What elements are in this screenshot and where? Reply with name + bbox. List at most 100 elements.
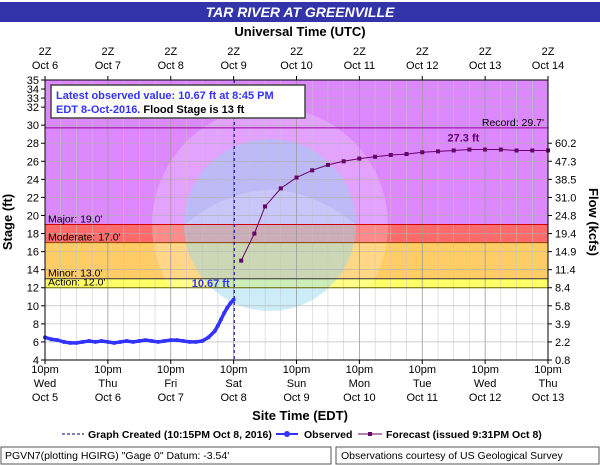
site-tick-day-2: Fri: [164, 378, 177, 390]
observed-point-22: [181, 339, 186, 344]
site-tick-time-5: 10pm: [346, 364, 374, 376]
site-tick-time-6: 10pm: [408, 364, 436, 376]
utc-tick-date-7: Oct 13: [469, 60, 501, 72]
observed-point-6: [80, 339, 85, 344]
flow-tick-label-5: 11.4: [555, 265, 576, 277]
legend-observed-marker: [284, 431, 290, 437]
utc-tick-date-5: Oct 11: [344, 60, 376, 72]
watermark-bird-shape: [184, 190, 356, 225]
site-tick-time-1: 10pm: [94, 364, 122, 376]
site-tick-date-0: Oct 5: [32, 392, 58, 404]
utc-tick-hours-4: 2Z: [290, 46, 303, 58]
observed-point-25: [200, 339, 205, 344]
threshold-label-major: Major: 19.0': [48, 214, 103, 226]
observed-latest-label: 10.67 ft: [192, 278, 230, 290]
y-axis-title-stage: Stage (ft): [0, 194, 15, 250]
observed-point-5: [74, 340, 79, 345]
flow-tick-label-4: 8.4: [555, 283, 570, 295]
site-tick-time-7: 10pm: [471, 364, 499, 376]
observed-point-24: [193, 339, 198, 344]
flow-tick-label-11: 47.3: [555, 156, 576, 168]
site-tick-date-7: Oct 12: [469, 392, 501, 404]
site-tick-day-0: Wed: [34, 378, 56, 390]
forecast-point-18: [514, 148, 519, 153]
forecast-point-19: [530, 148, 535, 153]
info-line-2: EDT 8-Oct-2016. Flood Stage is 13 ft: [56, 104, 245, 116]
forecast-point-4: [294, 175, 299, 180]
observed-point-10: [105, 339, 110, 344]
observed-point-18: [156, 339, 161, 344]
info-line-1: Latest observed value: 10.67 ft at 8:45 …: [56, 90, 274, 102]
flow-tick-label-0: 0.8: [555, 355, 570, 367]
forecast-point-7: [341, 159, 346, 164]
site-tick-time-3: 10pm: [220, 364, 248, 376]
stage-tick-label-3: 10: [27, 301, 39, 313]
site-tick-time-0: 10pm: [31, 364, 59, 376]
footer-datum: PGVN7(plotting HGIRG) "Gage 0" Datum: -3…: [5, 450, 229, 462]
footer-credit: Observations courtesy of US Geological S…: [341, 450, 564, 462]
stage-tick-label-12: 28: [27, 138, 39, 150]
forecast-point-14: [451, 148, 456, 153]
site-tick-day-3: Sat: [225, 378, 242, 390]
stage-tick-label-10: 24: [27, 174, 39, 186]
site-tick-day-7: Wed: [474, 378, 496, 390]
observed-point-3: [61, 339, 66, 344]
threshold-label-record: Record: 29.7': [482, 117, 544, 129]
y-axis-title-flow: Flow (kcfs): [586, 188, 600, 256]
utc-tick-hours-2: 2Z: [164, 46, 177, 58]
stage-tick-label-4: 12: [27, 283, 39, 295]
site-tick-date-3: Oct 8: [220, 392, 246, 404]
stage-tick-label-7: 18: [27, 229, 39, 241]
observed-point-13: [124, 339, 129, 344]
site-tick-date-2: Oct 7: [158, 392, 184, 404]
flow-tick-label-9: 31.0: [555, 192, 576, 204]
utc-tick-date-0: Oct 6: [32, 60, 58, 72]
forecast-point-10: [388, 152, 393, 157]
title-bar: [0, 2, 600, 22]
site-tick-date-5: Oct 10: [343, 392, 375, 404]
footer-left-box: [0, 446, 332, 465]
observed-point-7: [87, 339, 92, 344]
flow-tick-label-7: 19.4: [555, 229, 576, 241]
flow-tick-label-2: 3.9: [555, 319, 570, 331]
stage-tick-label-2: 8: [33, 319, 39, 331]
forecast-point-15: [467, 147, 472, 152]
flow-tick-label-12: 60.2: [555, 138, 576, 150]
forecast-point-0: [239, 258, 244, 263]
utc-tick-date-4: Oct 10: [280, 60, 312, 72]
legend-forecast-label: Forecast (issued 9:31PM Oct 8): [386, 429, 542, 441]
observed-point-12: [118, 339, 123, 344]
observed-point-2: [55, 338, 60, 343]
utc-tick-date-8: Oct 14: [532, 60, 564, 72]
observed-point-26: [206, 335, 211, 340]
info-box-frame: [50, 84, 306, 119]
forecast-point-17: [498, 147, 503, 152]
chart-title: TAR RIVER AT GREENVILLE: [206, 4, 395, 20]
utc-tick-hours-7: 2Z: [479, 46, 492, 58]
utc-tick-hours-6: 2Z: [416, 46, 429, 58]
observed-point-11: [112, 340, 117, 345]
flow-tick-label-1: 2.2: [555, 337, 570, 349]
stage-tick-label-14: 32: [27, 102, 39, 114]
observed-point-15: [137, 339, 142, 344]
utc-tick-hours-8: 2Z: [542, 46, 555, 58]
bottom-axis-title: Site Time (EDT): [252, 408, 348, 423]
observed-point-29: [219, 317, 224, 322]
stage-tick-label-5: 14: [27, 265, 39, 277]
forecast-point-5: [310, 168, 315, 173]
forecast-point-9: [373, 154, 378, 159]
site-tick-day-6: Tue: [413, 378, 432, 390]
stage-tick-label-13: 30: [27, 120, 39, 132]
utc-tick-hours-0: 2Z: [39, 46, 52, 58]
utc-tick-date-2: Oct 8: [158, 60, 184, 72]
observed-point-33: [231, 297, 236, 302]
observed-point-1: [49, 337, 54, 342]
forecast-point-1: [252, 231, 257, 236]
info-line-2-flood-stage: Flood Stage is 13 ft: [140, 104, 244, 116]
plot-area: Record: 29.7' Major: 19.0' Moderate: 17.0'…: [43, 79, 550, 361]
forecast-point-12: [420, 150, 425, 155]
utc-tick-hours-3: 2Z: [227, 46, 240, 58]
observed-point-32: [228, 301, 233, 306]
